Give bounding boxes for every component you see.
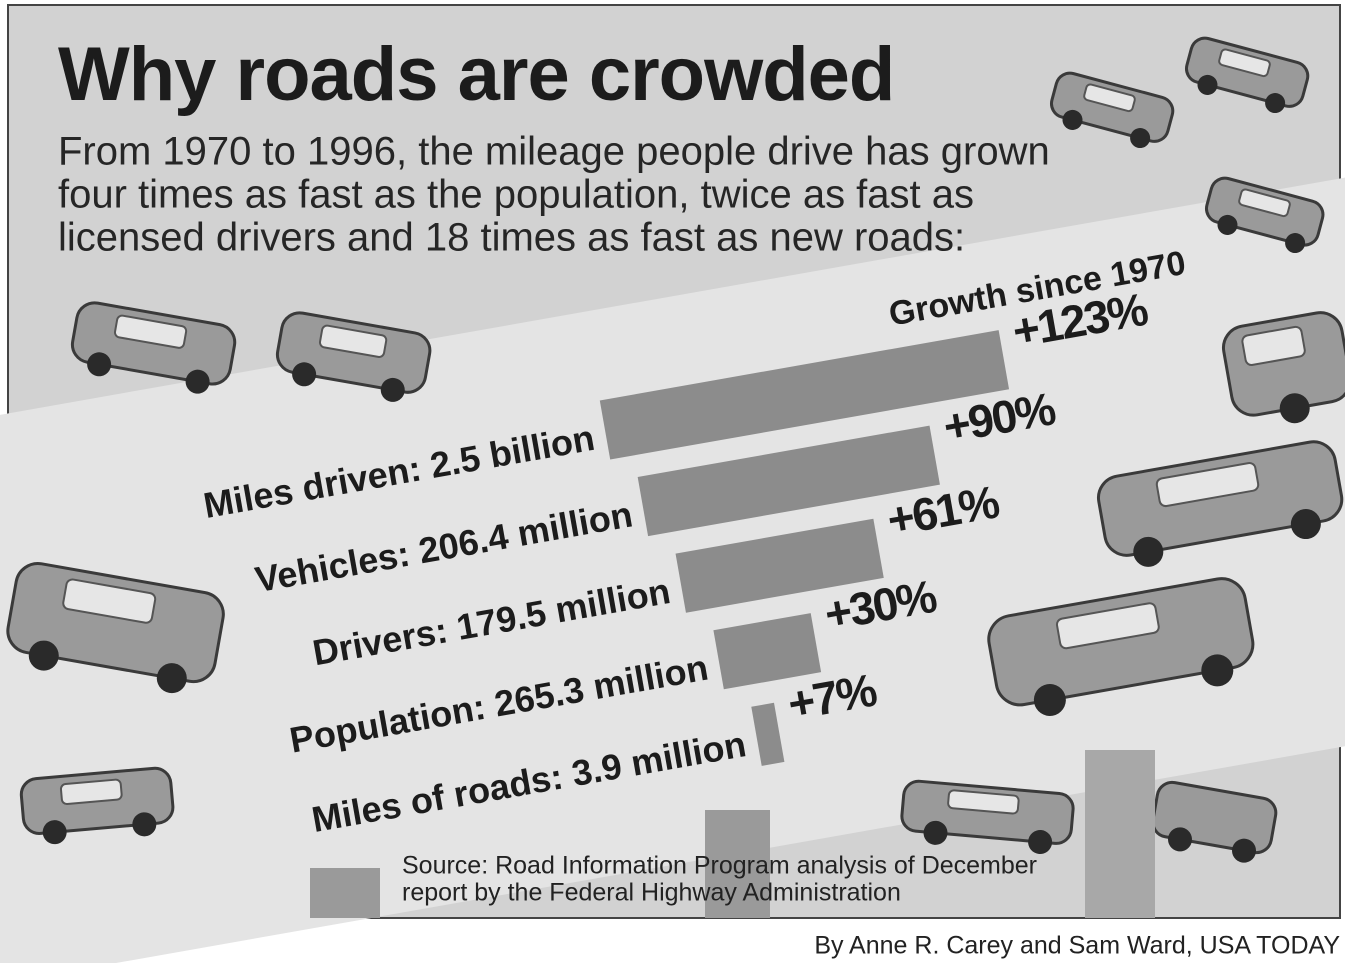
subtitle-line: licensed drivers and 18 times as fast as… bbox=[58, 216, 965, 260]
subtitle-line: four times as fast as the population, tw… bbox=[58, 173, 974, 217]
page: {"chart_data": { "type": "bar", "title":… bbox=[0, 0, 1345, 963]
byline: By Anne R. Carey and Sam Ward, USA TODAY bbox=[814, 932, 1340, 960]
chart: Why roads are crowded From 1970 to 1996,… bbox=[0, 0, 1345, 963]
source: Source: Road Information Program analysi… bbox=[402, 852, 1037, 880]
source: report by the Federal Highway Administra… bbox=[402, 879, 901, 907]
chart-title: Why roads are crowded bbox=[58, 32, 894, 117]
subtitle-line: From 1970 to 1996, the mileage people dr… bbox=[58, 130, 1050, 174]
